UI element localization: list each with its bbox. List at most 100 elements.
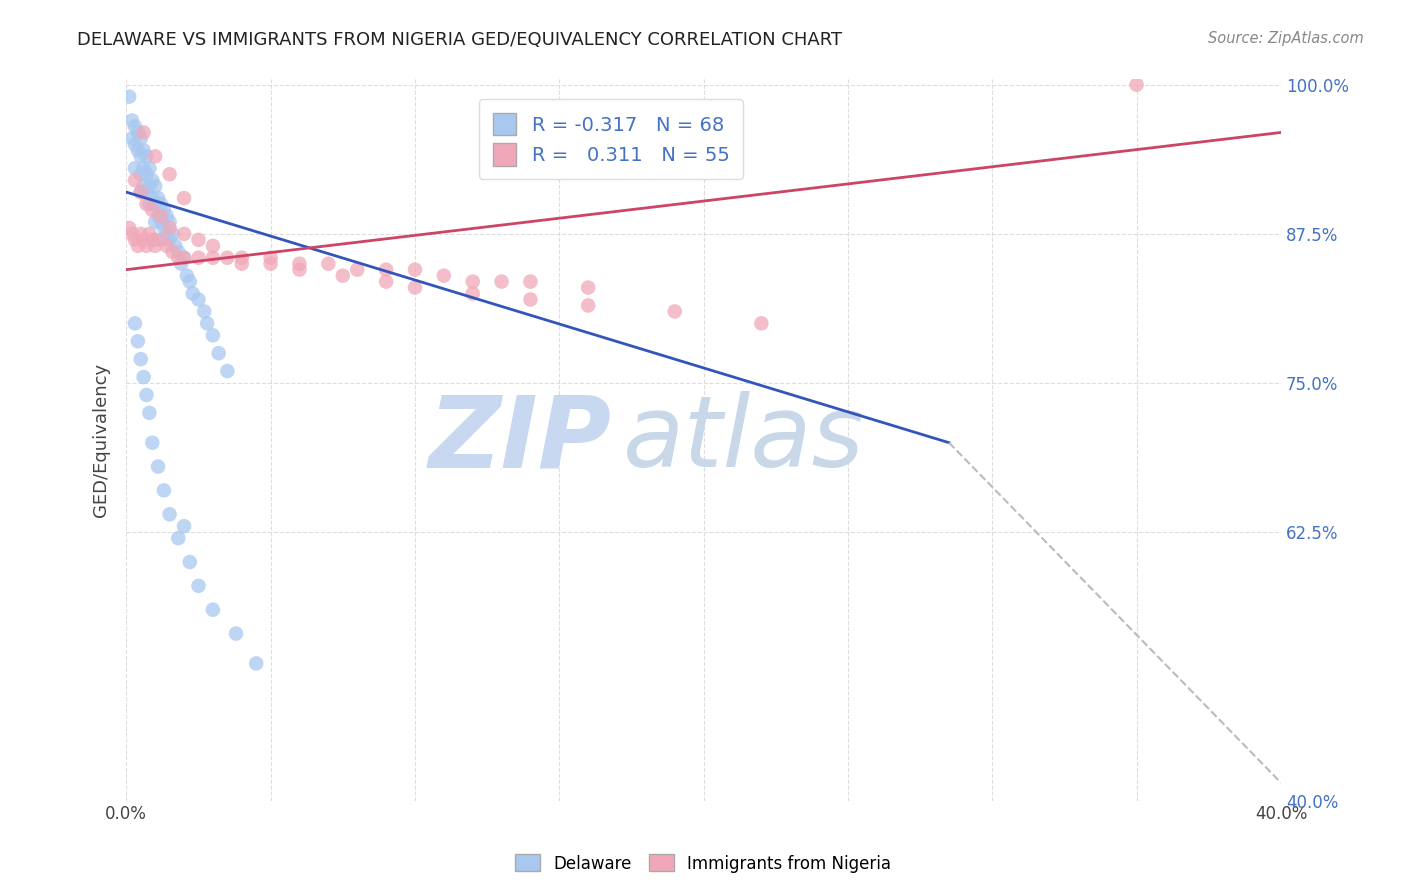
Point <box>245 657 267 671</box>
Point <box>124 173 146 187</box>
Point <box>146 209 169 223</box>
Point <box>121 113 143 128</box>
Point <box>132 233 155 247</box>
Point <box>127 239 149 253</box>
Point <box>159 215 181 229</box>
Point <box>143 233 166 247</box>
Point <box>187 579 209 593</box>
Point <box>124 233 146 247</box>
Point <box>461 286 484 301</box>
Point <box>167 531 190 545</box>
Point <box>217 251 239 265</box>
Point <box>118 89 141 103</box>
Point <box>208 346 231 360</box>
Text: DELAWARE VS IMMIGRANTS FROM NIGERIA GED/EQUIVALENCY CORRELATION CHART: DELAWARE VS IMMIGRANTS FROM NIGERIA GED/… <box>77 31 842 49</box>
Point <box>135 388 157 402</box>
Point <box>217 364 239 378</box>
Point <box>318 257 340 271</box>
Point <box>173 519 195 533</box>
Point <box>173 251 195 265</box>
Point <box>751 317 773 331</box>
Point <box>141 435 163 450</box>
Point <box>167 244 190 259</box>
Point <box>135 167 157 181</box>
Point <box>176 268 198 283</box>
Point <box>146 459 169 474</box>
Point <box>346 262 368 277</box>
Point <box>132 179 155 194</box>
Point <box>138 227 160 241</box>
Text: Source: ZipAtlas.com: Source: ZipAtlas.com <box>1208 31 1364 46</box>
Point <box>519 293 541 307</box>
Point <box>181 286 204 301</box>
Point <box>259 257 281 271</box>
Point <box>121 227 143 241</box>
Point <box>187 251 209 265</box>
Point <box>135 185 157 199</box>
Point <box>143 149 166 163</box>
Point <box>375 275 398 289</box>
Point <box>433 268 456 283</box>
Point <box>129 185 152 199</box>
Point <box>288 257 311 271</box>
Point <box>132 125 155 139</box>
Point <box>129 149 152 163</box>
Point <box>124 137 146 152</box>
Point <box>135 239 157 253</box>
Point <box>159 233 181 247</box>
Point <box>156 227 179 241</box>
Point <box>127 144 149 158</box>
Point <box>332 268 354 283</box>
Point <box>135 197 157 211</box>
Point <box>143 239 166 253</box>
Point <box>404 280 426 294</box>
Point <box>1125 78 1147 92</box>
Point <box>201 239 224 253</box>
Point <box>159 508 181 522</box>
Point <box>124 161 146 176</box>
Point <box>149 197 172 211</box>
Point <box>138 197 160 211</box>
Point <box>201 328 224 343</box>
Point <box>404 262 426 277</box>
Point <box>576 280 599 294</box>
Point <box>141 191 163 205</box>
Point <box>288 262 311 277</box>
Point <box>149 209 172 223</box>
Point <box>129 167 152 181</box>
Point <box>165 239 187 253</box>
Point <box>193 304 215 318</box>
Legend: Delaware, Immigrants from Nigeria: Delaware, Immigrants from Nigeria <box>509 847 897 880</box>
Point <box>461 275 484 289</box>
Point <box>153 483 176 498</box>
Point <box>225 626 247 640</box>
Point <box>159 167 181 181</box>
Point <box>195 317 218 331</box>
Point <box>231 257 253 271</box>
Point <box>187 293 209 307</box>
Point <box>132 161 155 176</box>
Legend: R = -0.317   N = 68, R =   0.311   N = 55: R = -0.317 N = 68, R = 0.311 N = 55 <box>479 99 744 179</box>
Point <box>156 209 179 223</box>
Point <box>179 275 201 289</box>
Point <box>138 161 160 176</box>
Point <box>201 603 224 617</box>
Text: ZIP: ZIP <box>429 392 612 488</box>
Point <box>129 185 152 199</box>
Point <box>141 173 163 187</box>
Point <box>231 251 253 265</box>
Point <box>121 131 143 145</box>
Point <box>167 251 190 265</box>
Point <box>179 555 201 569</box>
Point <box>143 215 166 229</box>
Point <box>201 251 224 265</box>
Point <box>170 257 193 271</box>
Point <box>187 233 209 247</box>
Point <box>173 191 195 205</box>
Point <box>173 227 195 241</box>
Point <box>156 239 179 253</box>
Point <box>124 120 146 134</box>
Point <box>138 179 160 194</box>
Point <box>135 149 157 163</box>
Point <box>159 221 181 235</box>
